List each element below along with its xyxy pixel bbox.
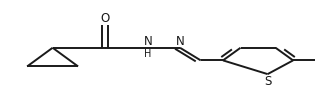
Text: N: N: [144, 35, 152, 48]
Text: S: S: [264, 75, 271, 88]
Text: H: H: [145, 49, 152, 59]
Text: O: O: [100, 12, 110, 25]
Text: N: N: [176, 35, 184, 48]
